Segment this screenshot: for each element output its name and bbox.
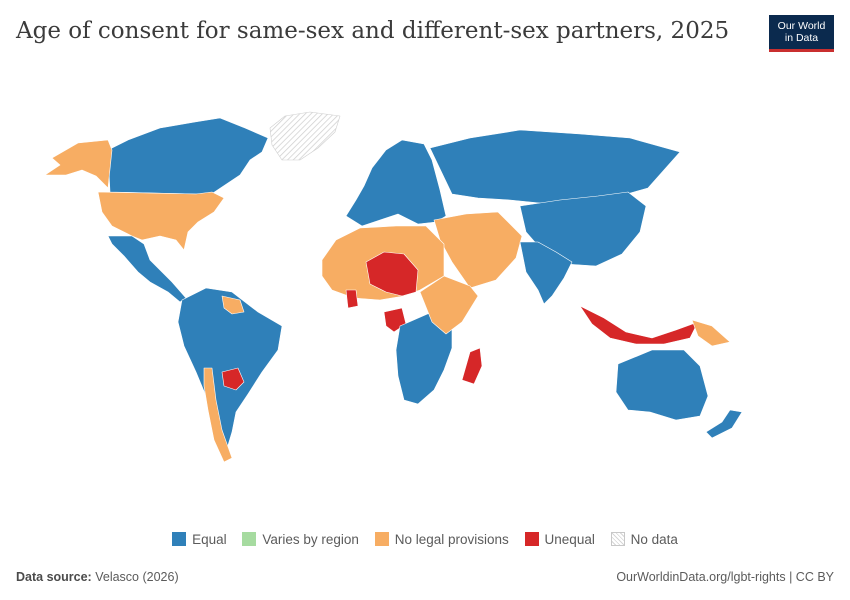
region-new-zealand[interactable] bbox=[705, 409, 743, 439]
world-map bbox=[44, 111, 743, 463]
legend-swatch-equal bbox=[172, 531, 187, 546]
legend-item-no-data[interactable]: No data bbox=[610, 531, 678, 547]
legend-item-unequal[interactable]: Unequal bbox=[524, 531, 595, 547]
region-chile[interactable] bbox=[203, 367, 233, 463]
region-alaska[interactable] bbox=[44, 139, 113, 189]
legend-swatch-no-legal-provisions bbox=[374, 531, 389, 546]
owid-logo[interactable]: Our World in Data bbox=[769, 15, 834, 52]
map-legend: Equal Varies by region No legal provisio… bbox=[0, 531, 850, 547]
source-url-link[interactable]: OurWorldinData.org/lgbt-rights | CC BY bbox=[616, 570, 834, 584]
region-ghana[interactable] bbox=[345, 289, 359, 309]
region-australia[interactable] bbox=[615, 349, 709, 421]
region-indonesia[interactable] bbox=[579, 305, 699, 345]
region-mexico-and-central-america[interactable] bbox=[107, 235, 187, 303]
region-middle-east[interactable] bbox=[433, 211, 523, 289]
data-source: Data source: Velasco (2026) bbox=[16, 570, 179, 584]
logo-line-1: Our World bbox=[777, 20, 826, 32]
region-guyana-and-suriname[interactable] bbox=[221, 295, 245, 315]
region-paraguay[interactable] bbox=[221, 367, 245, 391]
legend-label-no-legal-provisions: No legal provisions bbox=[394, 531, 509, 547]
region-madagascar[interactable] bbox=[461, 347, 483, 385]
region-niger-and-chad[interactable] bbox=[365, 251, 419, 297]
legend-swatch-no-data bbox=[610, 531, 625, 546]
legend-swatch-varies-by-region bbox=[242, 531, 257, 546]
region-india[interactable] bbox=[519, 241, 573, 305]
chart-title: Age of consent for same-sex and differen… bbox=[16, 18, 730, 44]
region-united-states[interactable] bbox=[97, 191, 225, 251]
legend-label-no-data: No data bbox=[630, 531, 678, 547]
region-russia[interactable] bbox=[429, 129, 681, 205]
region-europe[interactable] bbox=[345, 139, 447, 227]
legend-item-no-legal-provisions[interactable]: No legal provisions bbox=[374, 531, 509, 547]
legend-item-varies-by-region[interactable]: Varies by region bbox=[242, 531, 359, 547]
region-papua-new-guinea[interactable] bbox=[691, 319, 731, 347]
data-source-value: Velasco (2026) bbox=[95, 570, 179, 584]
logo-line-2: in Data bbox=[784, 32, 819, 44]
region-east-africa[interactable] bbox=[419, 275, 479, 335]
legend-label-unequal: Unequal bbox=[544, 531, 595, 547]
legend-item-equal[interactable]: Equal bbox=[172, 531, 227, 547]
data-source-label: Data source: bbox=[16, 570, 92, 584]
region-canada[interactable] bbox=[107, 117, 269, 196]
legend-swatch-unequal bbox=[524, 531, 539, 546]
legend-label-equal: Equal bbox=[192, 531, 227, 547]
region-greenland[interactable] bbox=[269, 111, 341, 161]
legend-label-varies-by-region: Varies by region bbox=[262, 531, 359, 547]
